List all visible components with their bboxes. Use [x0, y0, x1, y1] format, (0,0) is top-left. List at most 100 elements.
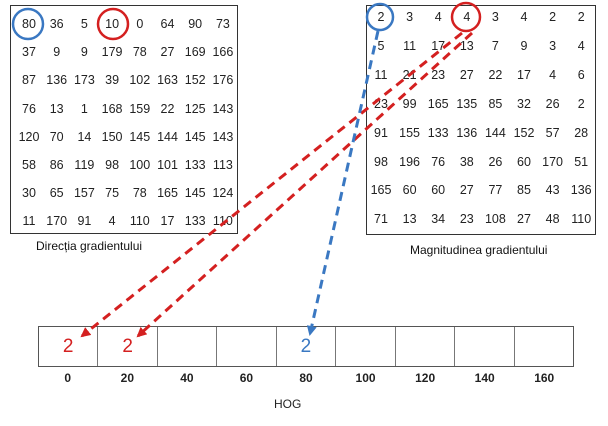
hog-bin: 2 [277, 327, 337, 366]
matrix-cell: 2 [577, 96, 585, 111]
matrix-cell: 11 [374, 67, 388, 82]
arrow-magnitude-to-bin-80 [306, 30, 380, 336]
direction-10-circle [96, 7, 130, 41]
hog-histogram: 2 2 2 [38, 326, 574, 367]
matrix-cell: 125 [184, 101, 206, 116]
matrix-cell: 136 [570, 183, 592, 198]
matrix-cell: 3 [406, 10, 414, 24]
matrix-cell: 90 [188, 17, 203, 31]
matrix-cell: 144 [157, 129, 178, 144]
matrix-cell: 135 [456, 96, 478, 111]
matrix-cell: 2 [549, 10, 557, 24]
matrix-cell: 5 [80, 17, 88, 31]
hog-bin [158, 327, 218, 366]
gradient-magnitude-matrix: 2344342251117137934112123272217462399165… [366, 5, 596, 235]
matrix-cell: 51 [574, 154, 589, 169]
matrix-cell: 86 [49, 158, 64, 172]
arrow-magnitude-to-bin-20 [136, 31, 474, 338]
matrix-cell: 110 [212, 214, 233, 229]
matrix-cell: 9 [53, 45, 61, 60]
matrix-cell: 75 [105, 186, 120, 201]
hog-bin-value: 2 [122, 336, 133, 357]
matrix-cell: 1 [80, 101, 88, 116]
hog-bin: 2 [98, 327, 158, 366]
matrix-cell: 27 [160, 45, 175, 60]
matrix-cell: 119 [74, 158, 95, 172]
matrix-cell: 22 [488, 67, 503, 82]
matrix-cell: 100 [129, 158, 151, 172]
matrix-cell: 9 [80, 45, 88, 60]
matrix-cell: 145 [184, 186, 206, 201]
hog-bin-tick-label: 40 [180, 371, 194, 385]
matrix-cell: 48 [545, 212, 560, 227]
matrix-cell: 169 [184, 45, 206, 60]
matrix-cell: 4 [577, 38, 585, 53]
matrix-cell: 166 [212, 45, 234, 60]
matrix-cell: 176 [212, 73, 234, 88]
matrix-cell: 173 [73, 73, 95, 88]
hog-bin [396, 327, 456, 366]
matrix-cell: 30 [22, 186, 36, 201]
hog-bin-tick-label: 20 [120, 371, 134, 385]
matrix-cell: 170 [46, 214, 68, 229]
matrix-cell: 76 [431, 154, 446, 169]
magnitude-2-circle [365, 2, 395, 32]
matrix-cell: 150 [101, 129, 123, 144]
matrix-cell: 28 [574, 125, 589, 140]
matrix-cell: 32 [517, 96, 531, 111]
matrix-cell: 57 [545, 125, 560, 140]
matrix-cell: 17 [431, 38, 446, 53]
matrix-cell: 4 [549, 67, 557, 82]
matrix-cell: 9 [520, 38, 528, 53]
matrix-cell: 13 [402, 212, 417, 227]
matrix-cell: 17 [160, 214, 175, 229]
matrix-cell: 196 [399, 154, 421, 169]
gradient-direction-caption: Direcția gradientului [36, 239, 143, 253]
matrix-cell: 14 [77, 129, 92, 144]
matrix-cell: 78 [132, 45, 147, 60]
matrix-cell: 77 [488, 183, 503, 198]
matrix-cell: 5 [377, 38, 385, 53]
matrix-cell: 11 [22, 214, 36, 229]
matrix-cell: 113 [212, 158, 233, 172]
matrix-cell: 22 [160, 101, 175, 116]
matrix-cell: 168 [101, 101, 123, 116]
matrix-cell: 145 [184, 129, 206, 144]
matrix-cell: 64 [160, 17, 175, 31]
magnitude-4-circle [450, 1, 482, 33]
hog-bin: 2 [39, 327, 99, 366]
matrix-cell: 38 [459, 154, 474, 169]
matrix-cell: 34 [431, 212, 446, 227]
matrix-cell: 65 [49, 186, 64, 201]
matrix-cell: 98 [105, 158, 120, 172]
hog-label: HOG [274, 397, 302, 411]
matrix-cell: 165 [427, 96, 449, 111]
matrix-cell: 80 [22, 17, 36, 31]
matrix-cell: 133 [184, 214, 206, 229]
matrix-cell: 23 [459, 212, 474, 227]
matrix-cell: 60 [517, 154, 531, 169]
matrix-cell: 2 [377, 10, 385, 24]
hog-bin-tick-label: 100 [355, 371, 376, 385]
matrix-cell: 60 [431, 183, 446, 198]
matrix-cell: 37 [22, 45, 36, 60]
matrix-cell: 102 [129, 73, 151, 88]
matrix-cell: 159 [129, 101, 151, 116]
hog-bin-tick-label: 160 [534, 371, 555, 385]
matrix-cell: 144 [484, 125, 506, 140]
matrix-cell: 99 [402, 96, 417, 111]
matrix-cell: 4 [434, 10, 442, 24]
hog-bin [455, 327, 515, 366]
matrix-cell: 133 [184, 158, 206, 172]
matrix-cell: 13 [459, 38, 474, 53]
hog-bin-tick-label: 60 [239, 371, 254, 385]
matrix-cell: 98 [374, 154, 388, 169]
hog-bin-value: 2 [62, 336, 74, 357]
matrix-cell: 4 [108, 214, 116, 229]
direction-80-circle [11, 7, 45, 41]
matrix-cell: 39 [105, 73, 120, 88]
matrix-cell: 0 [136, 17, 144, 31]
matrix-cell: 101 [157, 158, 178, 172]
matrix-cell: 70 [49, 129, 64, 144]
